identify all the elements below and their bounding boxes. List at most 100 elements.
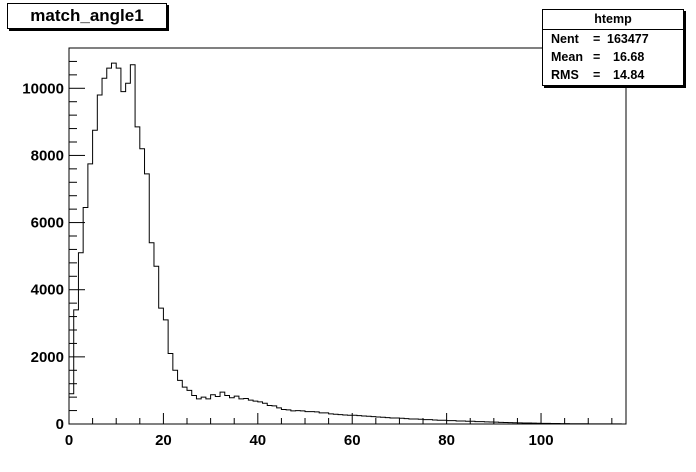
- histogram-bin: [399, 418, 404, 424]
- histogram-bin: [78, 253, 83, 424]
- histogram-bin: [159, 308, 164, 424]
- histogram-bin: [352, 415, 357, 424]
- histogram-bin: [130, 65, 135, 424]
- histogram-bin: [258, 402, 263, 424]
- histogram-bin: [310, 412, 315, 424]
- histogram-bin: [206, 399, 211, 424]
- histogram-bin: [111, 63, 116, 424]
- histogram-bin: [338, 415, 343, 424]
- x-axis: 0 20 40 60 80 100: [65, 413, 613, 449]
- stats-label: Nent: [551, 32, 579, 46]
- histogram-bin: [69, 394, 74, 424]
- histogram-bin: [253, 401, 258, 424]
- y-tick-label: 2000: [31, 349, 64, 366]
- histogram-bin: [196, 399, 201, 424]
- histogram-bin: [149, 243, 154, 424]
- histogram-bin: [173, 370, 178, 424]
- stats-equals: =: [593, 32, 601, 46]
- histogram-bin: [371, 417, 376, 424]
- histogram-bin: [225, 395, 230, 424]
- histogram-bin: [192, 395, 197, 424]
- histogram-bin: [88, 164, 93, 424]
- histogram-bin: [244, 398, 249, 424]
- histogram-outline: [68, 62, 627, 425]
- histogram-bin: [83, 207, 88, 424]
- histogram-bin: [390, 418, 395, 424]
- histogram-bin: [107, 68, 112, 424]
- histogram-bin: [451, 421, 456, 424]
- stats-label: Mean: [551, 50, 583, 64]
- histogram-bin: [376, 417, 381, 424]
- stats-histogram-name: htemp: [594, 12, 632, 26]
- histogram-bin: [277, 408, 282, 424]
- histogram-title: match_angle1: [7, 3, 167, 29]
- y-tick-label: 10000: [22, 80, 64, 97]
- histogram-bin: [300, 411, 305, 424]
- histogram-bin: [74, 310, 79, 424]
- histogram-bin: [319, 413, 324, 424]
- histogram-bin: [291, 411, 296, 424]
- histogram-bin: [357, 416, 362, 424]
- histogram-bin: [432, 420, 437, 424]
- histogram-bin: [343, 415, 348, 424]
- stats-equals: =: [593, 50, 601, 64]
- x-tick-label: 40: [249, 432, 266, 449]
- histogram-bin: [272, 406, 277, 424]
- histogram-bin: [178, 380, 183, 424]
- histogram-bins: [68, 62, 627, 425]
- x-tick-label: 100: [529, 432, 554, 449]
- plot-frame: [68, 47, 627, 425]
- histogram-bin: [145, 174, 150, 424]
- histogram-bin: [135, 127, 140, 424]
- histogram-bin: [229, 398, 234, 424]
- histogram-bin: [329, 414, 334, 424]
- stats-equals: =: [593, 68, 601, 82]
- histogram-bin: [263, 403, 268, 424]
- x-tick-label: 60: [344, 432, 361, 449]
- histogram-bin: [281, 410, 286, 424]
- histogram-bin: [201, 397, 206, 424]
- y-axis: 0 2000 4000 6000 8000 10000: [22, 47, 85, 433]
- histogram-bin: [102, 78, 107, 424]
- stats-value: 14.84: [613, 68, 645, 82]
- histogram-bin: [409, 419, 414, 424]
- histogram-bin: [418, 419, 423, 424]
- histogram-bin: [267, 406, 272, 424]
- histogram-bin: [248, 400, 253, 424]
- histogram-bin: [404, 419, 409, 424]
- histogram-bin: [395, 418, 400, 424]
- histogram-bin: [239, 399, 244, 424]
- stats-value: 163477: [607, 32, 649, 46]
- histogram-bin: [154, 266, 159, 424]
- histogram-bin: [366, 416, 371, 424]
- histogram-bin: [428, 420, 433, 424]
- histogram-bin: [220, 392, 225, 424]
- histogram-bin: [305, 412, 310, 424]
- statistics-box: htemp Nent = 163477 Mean = 16.68 RMS = 1…: [542, 9, 684, 86]
- y-tick-label: 8000: [31, 147, 64, 164]
- stats-separator: [543, 29, 683, 30]
- x-tick-label: 20: [155, 432, 172, 449]
- histogram-bin: [187, 390, 192, 424]
- histogram-bin: [126, 83, 131, 424]
- histogram-bin: [234, 396, 239, 424]
- histogram-bin: [447, 421, 452, 424]
- histogram-bin: [286, 410, 291, 424]
- y-tick-label: 0: [56, 416, 64, 433]
- y-tick-label: 4000: [31, 282, 64, 299]
- histogram-bin: [97, 95, 102, 424]
- x-tick-label: 80: [438, 432, 455, 449]
- stats-value: 16.68: [613, 50, 645, 64]
- histogram-bin: [324, 413, 329, 424]
- histogram-bin: [437, 420, 442, 424]
- stats-label: RMS: [551, 68, 579, 82]
- stats-row-entries: Nent = 163477: [551, 32, 677, 48]
- histogram-bin: [93, 130, 98, 424]
- histogram-bin: [381, 417, 386, 424]
- histogram-bin: [163, 320, 168, 424]
- stats-row-rms: RMS = 14.84: [551, 68, 677, 84]
- histogram-bin: [362, 416, 367, 424]
- histogram-bin: [442, 420, 447, 424]
- histogram-bin: [348, 415, 353, 424]
- stats-row-mean: Mean = 16.68: [551, 50, 677, 66]
